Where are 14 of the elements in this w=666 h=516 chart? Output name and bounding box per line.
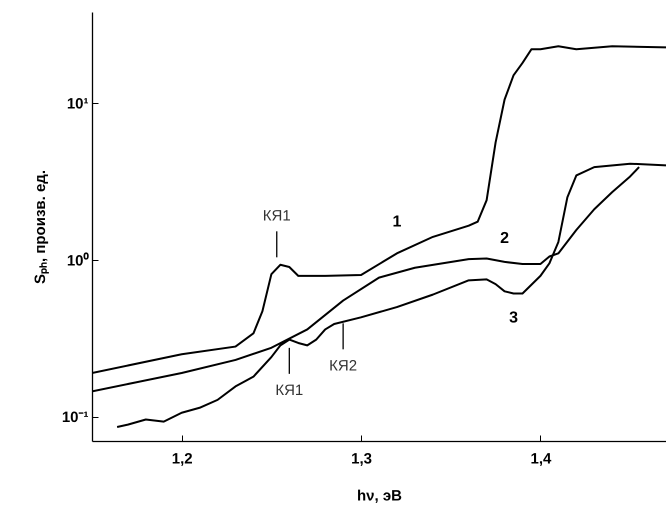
y-tick-label: 10⁰ [66,251,90,270]
x-tick-label: 1,2 [172,450,193,468]
annotation: КЯ2 [329,357,358,374]
y-tick-label: 10⁻¹ [62,409,88,426]
y-tick-label: 10¹ [66,95,88,112]
annotation: КЯ1 [262,207,291,224]
y-axis-title: Sₚₕ, произв. ед. [32,170,49,284]
annotation: КЯ1 [275,382,304,399]
series-label: 2 [500,230,510,247]
x-tick-label: 1,3 [351,450,372,468]
x-tick-label: 1,4 [530,450,552,468]
series-label: 3 [509,310,518,326]
x-axis-title: hν, эВ [357,488,402,504]
series-label: 1 [392,213,402,230]
